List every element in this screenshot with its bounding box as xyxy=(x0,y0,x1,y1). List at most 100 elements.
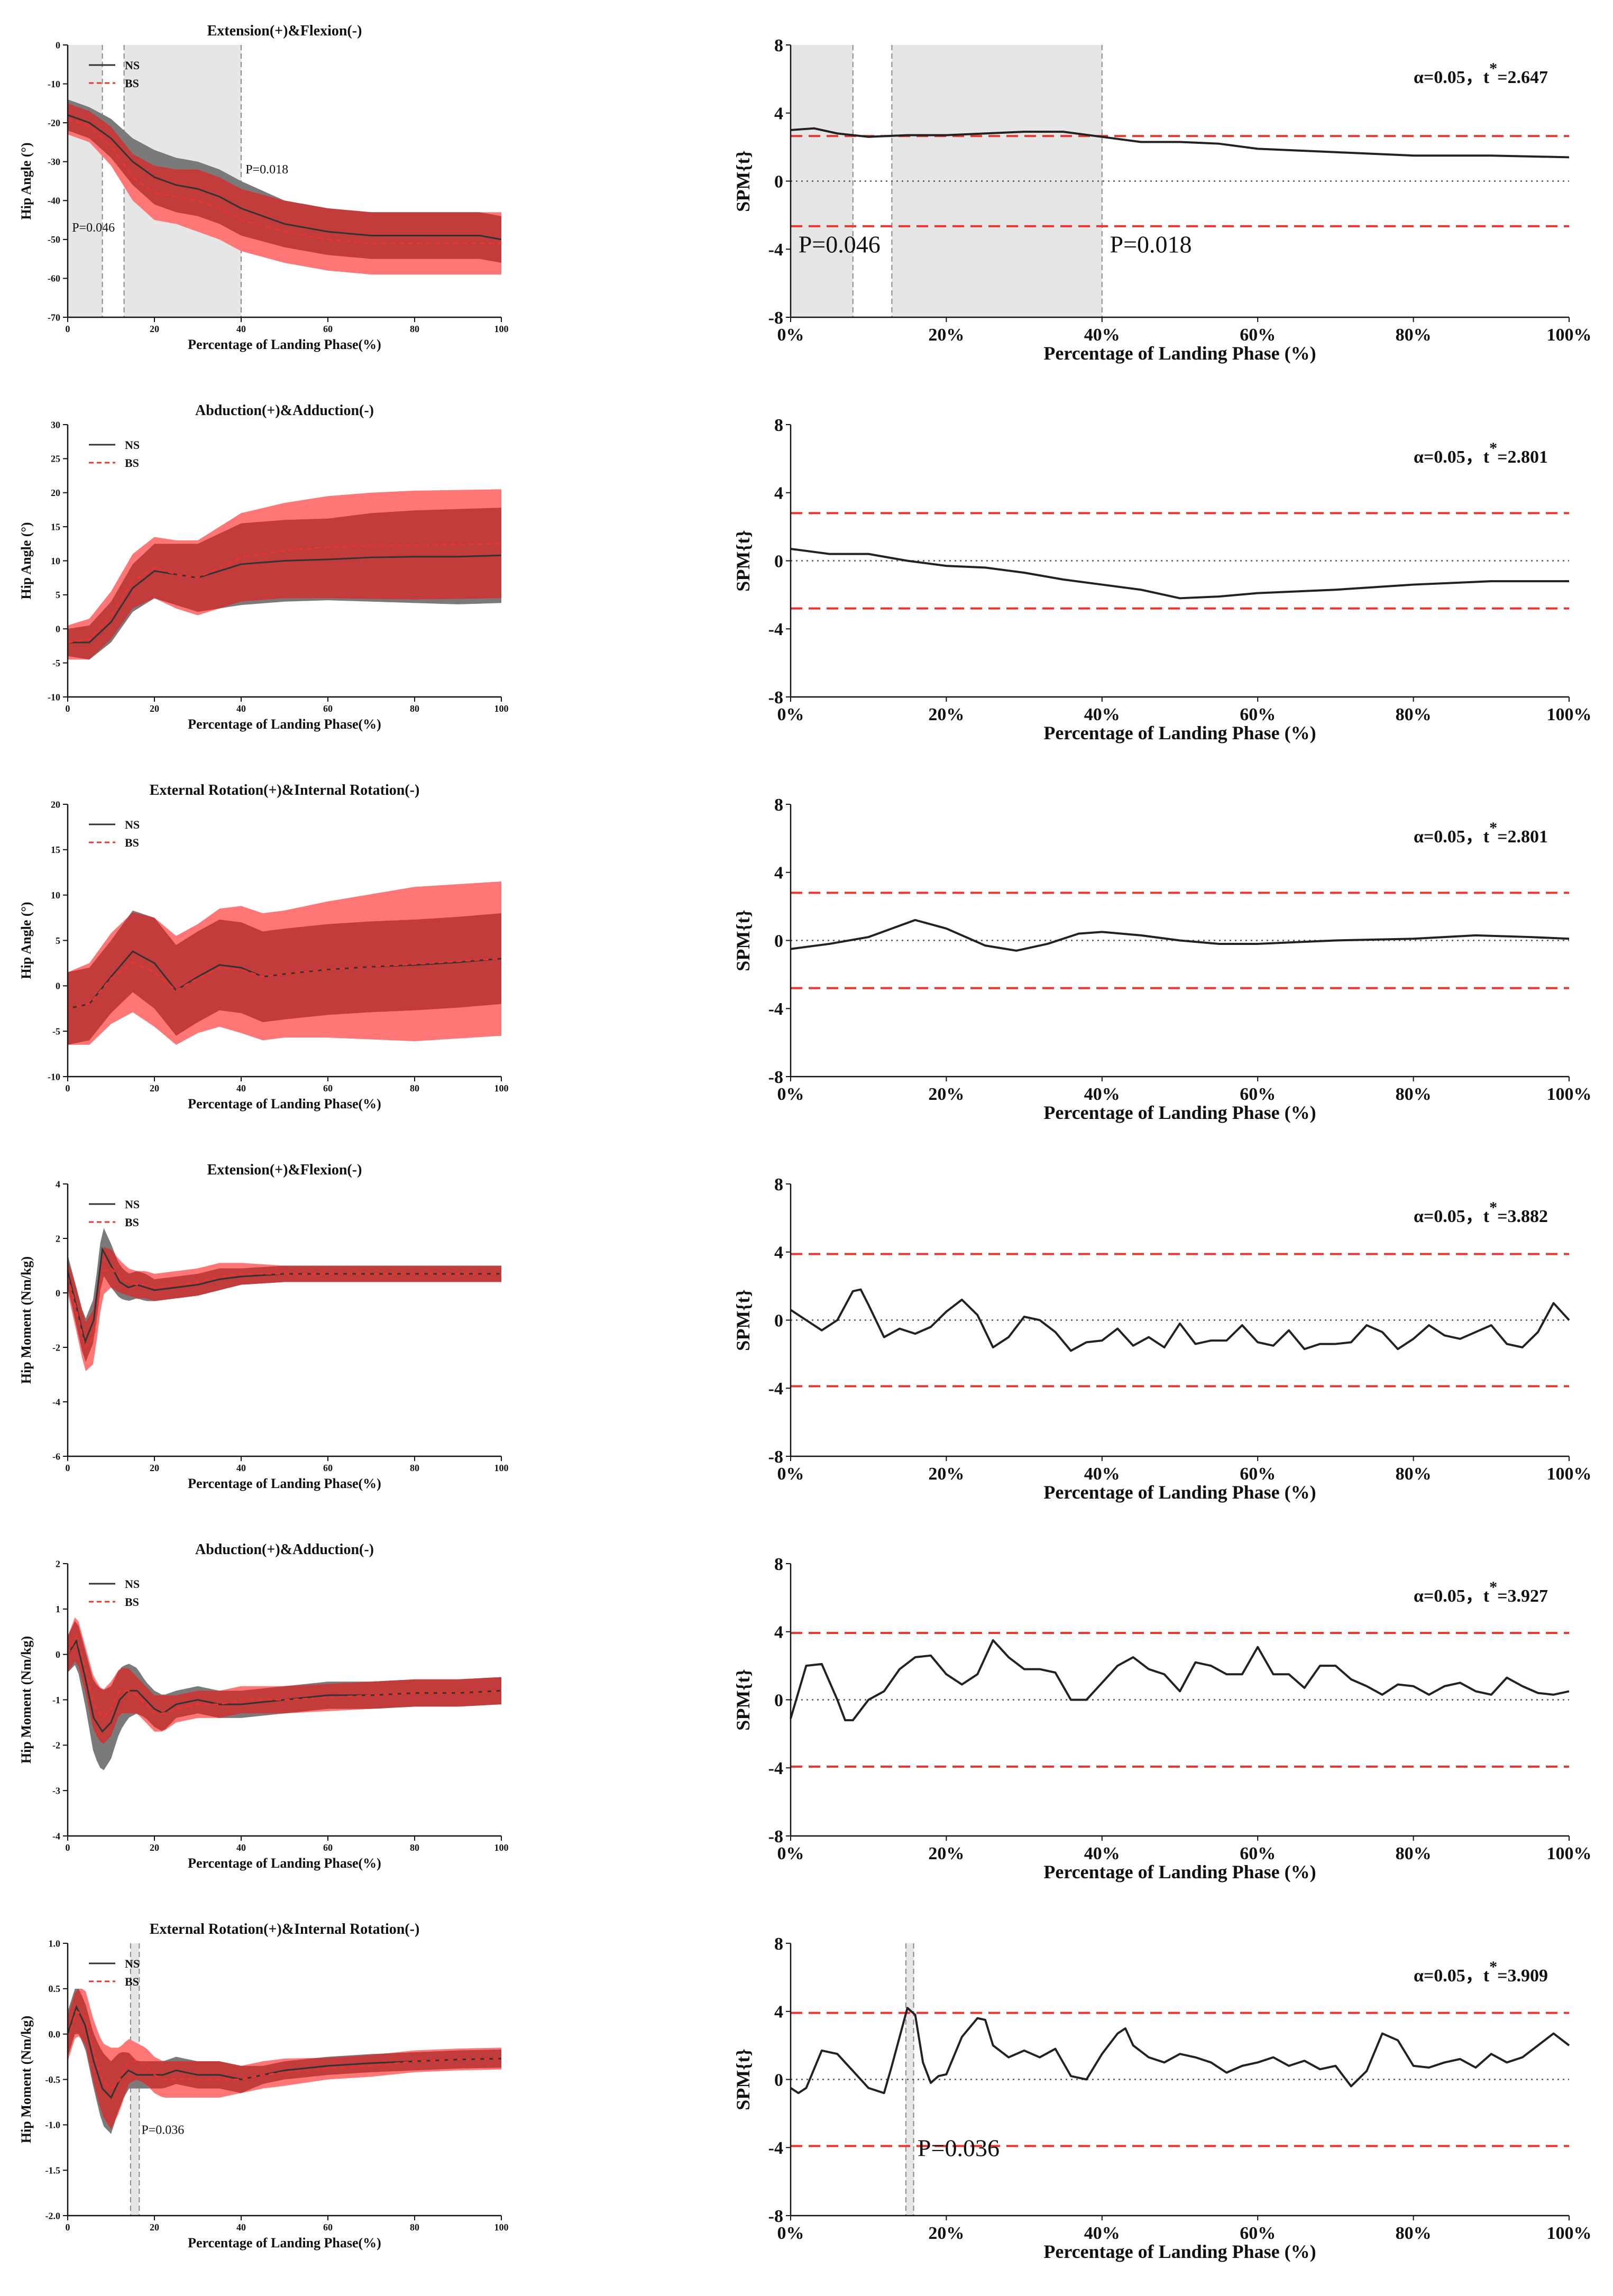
waveform-chart-2: NS BS Abduction(+)&Adduction(-) 30 25 20 15 10 5… xyxy=(19,402,509,732)
ns-mean-line xyxy=(67,114,502,241)
x-tick-label: 100% xyxy=(1547,2224,1592,2243)
x-tick-label: 60% xyxy=(1240,1464,1276,1484)
x-tick-label: 40% xyxy=(1084,325,1120,345)
y-tick-label: -1 xyxy=(52,1695,60,1705)
y-tick-label: -4 xyxy=(768,2138,783,2158)
bs-mean-line xyxy=(67,543,502,644)
y-tick-label: 10 xyxy=(51,556,60,566)
spm-chart-5: α=0.05，t*=3.927 8 4 0 -4 -80% 20% 40% 60% 80% 100%… xyxy=(732,1555,1592,1882)
x-tick-label: 100 xyxy=(494,324,509,334)
bs-sd-band xyxy=(68,1988,501,2129)
y-tick-label: -8 xyxy=(768,1447,783,1467)
x-axis-label: Percentage of Landing Phase (%) xyxy=(1043,343,1316,364)
y-tick-label: -10 xyxy=(48,1071,60,1082)
y-tick-label: -4 xyxy=(768,1379,783,1399)
y-tick-label: 0 xyxy=(56,1649,60,1660)
x-tick-label: 40% xyxy=(1084,1844,1120,1863)
critical-t-value: =2.647 xyxy=(1497,68,1548,87)
p-value-annotation: P=0.018 xyxy=(1110,231,1192,258)
y-axis-label: SPM{t} xyxy=(732,1289,754,1351)
x-tick-label: 80% xyxy=(1396,325,1432,345)
alpha-label: α=0.05，t xyxy=(1414,1207,1490,1226)
x-tick-label: 0% xyxy=(777,1844,804,1863)
y-axis-label: SPM{t} xyxy=(732,150,754,212)
spm-t-curve xyxy=(790,127,1570,159)
y-axis-label: Hip Moment (Nm/kg) xyxy=(19,2016,34,2143)
y-tick-label: -70 xyxy=(48,312,60,323)
y-tick-label: 8 xyxy=(774,416,783,435)
x-tick-label: 100% xyxy=(1547,325,1592,345)
x-tick-label: 0 xyxy=(66,1842,70,1853)
y-axis-label: Hip Moment (Nm/kg) xyxy=(19,1636,34,1764)
y-tick-label: 0 xyxy=(56,624,60,635)
x-tick-label: 0% xyxy=(777,325,804,345)
y-tick-label: -2 xyxy=(52,1740,60,1751)
critical-t-star: * xyxy=(1489,1578,1497,1596)
overlap-sd-band xyxy=(68,1988,501,2129)
x-tick-label: 60 xyxy=(323,1842,333,1853)
overlap-sd-band xyxy=(68,103,501,263)
y-tick-label: 1.0 xyxy=(49,1938,61,1949)
chart-title: Extension(+)&Flexion(-) xyxy=(207,1162,362,1178)
alpha-annotation: α=0.05，t*=2.647 xyxy=(1414,60,1548,87)
spm-t-curve xyxy=(790,1639,1570,1722)
y-tick-label: 8 xyxy=(774,795,783,815)
y-tick-label: -3 xyxy=(52,1785,60,1796)
y-tick-label: -8 xyxy=(768,2207,783,2226)
p-value-annotation: P=0.046 xyxy=(72,221,115,235)
legend-bs-label: BS xyxy=(125,77,139,90)
legend-ns-label: NS xyxy=(125,438,140,452)
x-tick-label: 60 xyxy=(323,1083,333,1094)
y-tick-label: 0 xyxy=(774,1691,783,1710)
x-tick-label: 60% xyxy=(1240,2224,1276,2243)
x-axis-label: Percentage of Landing Phase(%) xyxy=(188,717,381,732)
x-tick-label: 40% xyxy=(1084,1464,1120,1484)
x-tick-label: 100% xyxy=(1547,705,1592,724)
chart-title: Abduction(+)&Adduction(-) xyxy=(195,402,374,419)
y-tick-label: 15 xyxy=(51,521,60,532)
y-tick-label: -50 xyxy=(48,234,60,245)
x-tick-label: 60 xyxy=(323,1463,333,1473)
x-tick-label: 40% xyxy=(1084,705,1120,724)
alpha-label: α=0.05，t xyxy=(1414,447,1490,467)
spm-t-curve xyxy=(790,2007,1570,2095)
x-tick-label: 40 xyxy=(236,1083,246,1094)
spm-t-curve xyxy=(790,547,1569,600)
x-tick-label: 60% xyxy=(1240,325,1276,345)
x-tick-label: 60 xyxy=(323,703,333,714)
x-tick-label: 0 xyxy=(66,2222,70,2233)
x-axis-label: Percentage of Landing Phase(%) xyxy=(188,1096,381,1112)
y-tick-label: -10 xyxy=(48,692,60,702)
x-axis-label: Percentage of Landing Phase (%) xyxy=(1043,1861,1316,1882)
chart-title: Abduction(+)&Adduction(-) xyxy=(195,1541,374,1558)
significant-region xyxy=(791,45,853,317)
alpha-annotation: α=0.05，t*=3.927 xyxy=(1414,1578,1548,1606)
y-tick-label: -1.0 xyxy=(45,2120,61,2130)
y-tick-label: -4 xyxy=(768,620,783,639)
y-tick-label: -6 xyxy=(52,1451,60,1462)
x-tick-label: 80% xyxy=(1396,1464,1432,1484)
x-tick-label: 80 xyxy=(410,1842,419,1853)
alpha-annotation: α=0.05，t*=3.882 xyxy=(1414,1199,1548,1226)
y-tick-label: -60 xyxy=(48,273,60,284)
x-tick-label: 100 xyxy=(494,2222,509,2233)
x-tick-label: 60% xyxy=(1240,1844,1276,1863)
waveform-chart-5: NS BS Abduction(+)&Adduction(-) 2 1 0 -1 -2 -3 -4… xyxy=(19,1541,509,1871)
y-tick-label: -4 xyxy=(768,240,783,260)
spm-chart-1: α=0.05，t*=2.647 P=0.046 P=0.018 8 4 0 -4 -80% 20… xyxy=(732,36,1592,364)
x-tick-label: 80% xyxy=(1396,2224,1432,2243)
critical-t-star: * xyxy=(1489,439,1497,457)
x-tick-label: 20% xyxy=(928,1844,964,1863)
chart-title: External Rotation(+)&Internal Rotation(-… xyxy=(150,782,420,798)
x-tick-label: 80% xyxy=(1396,705,1432,724)
y-tick-label: 0 xyxy=(774,931,783,951)
y-tick-label: 4 xyxy=(774,104,783,124)
alpha-annotation: α=0.05，t*=2.801 xyxy=(1414,439,1548,467)
legend-ns-label: NS xyxy=(125,1198,140,1211)
x-tick-label: 100 xyxy=(494,1842,509,1853)
x-tick-label: 100 xyxy=(494,1083,509,1094)
legend-bs-label: BS xyxy=(125,1975,139,1988)
x-tick-label: 20 xyxy=(150,1083,159,1094)
y-axis-label: Hip Angle (°) xyxy=(19,902,34,979)
